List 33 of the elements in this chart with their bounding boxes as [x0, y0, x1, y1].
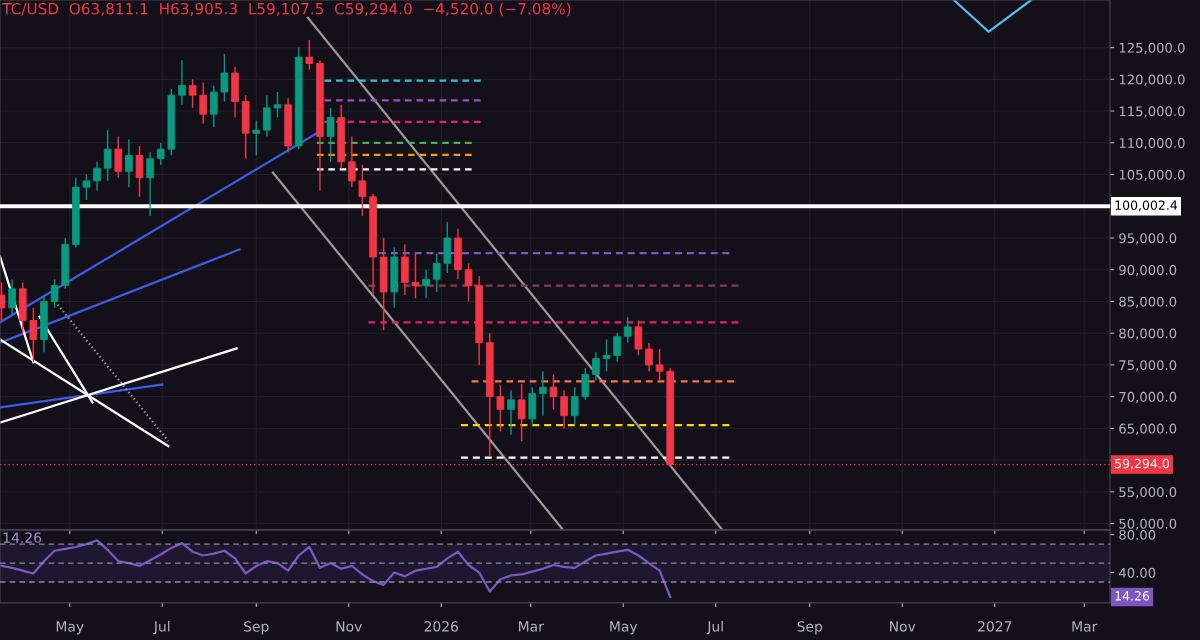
y-tick-label: 40.00: [1118, 567, 1156, 578]
y-tick-label: 90,000.0: [1119, 264, 1177, 277]
y-tick-label: 120,000.0: [1119, 74, 1185, 86]
y-tick-label: 65,000.0: [1119, 423, 1177, 435]
y-tick-label: 125,000.0: [1119, 42, 1185, 55]
x-tick-label: Sep: [244, 621, 269, 635]
ref-line-label: 100,002.4: [1115, 200, 1178, 212]
chart-title: TC/USD O63,811.1 H63,905.3 L59,107.5 C59,294.0 −4,520.0 (−7.08%): [2, 2, 571, 17]
x-tick-label: Jul: [153, 620, 170, 635]
x-tick-label: Mar: [519, 621, 544, 632]
y-tick-label: 55,000.0: [1119, 487, 1177, 499]
x-tick-label: Nov: [890, 621, 916, 632]
text: 14.26: [1115, 591, 1150, 601]
x-tick-label: 2027: [978, 621, 1012, 632]
annotation: 14.26: [3, 532, 42, 543]
x-tick-label: Sep: [797, 621, 823, 635]
x-tick-label: 2026: [424, 621, 459, 632]
ref-line-label: 59,294.0: [1115, 458, 1169, 470]
x-tick-label: May: [56, 621, 84, 635]
y-tick-label: 115,000.0: [1119, 106, 1185, 118]
x-tick-label: May: [610, 621, 638, 635]
x-tick-label: Mar: [1072, 621, 1098, 632]
y-tick-label: 95,000.0: [1119, 233, 1177, 245]
x-tick-label: Jul: [706, 620, 723, 635]
y-tick-label: 70,000.0: [1119, 391, 1177, 404]
y-tick-label: 80.00: [1119, 529, 1156, 540]
y-tick-label: 80,000.0: [1119, 328, 1177, 340]
y-tick-label: 50,000.0: [1119, 518, 1177, 531]
y-tick-label: 105,000.0: [1119, 169, 1185, 182]
y-tick-label: 85,000.0: [1119, 296, 1177, 308]
x-tick-label: Nov: [336, 621, 362, 632]
y-tick-label: 75,000.0: [1119, 360, 1177, 372]
y-tick-label: 110,000.0: [1119, 138, 1185, 150]
